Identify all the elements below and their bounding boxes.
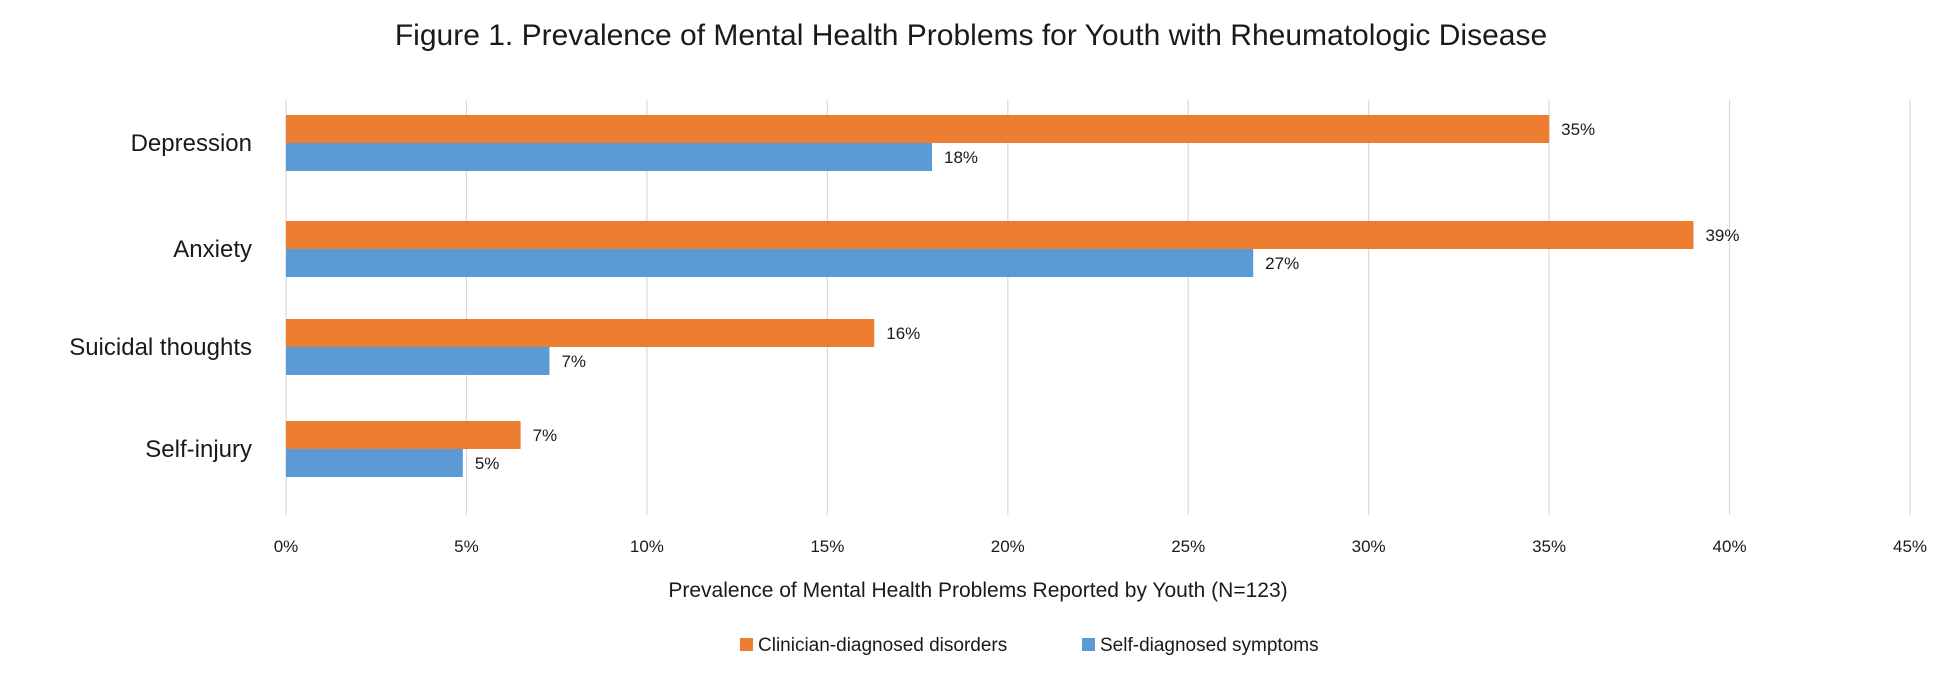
legend-swatch	[1082, 638, 1095, 651]
bar	[286, 347, 550, 375]
x-tick-label: 35%	[1532, 537, 1566, 556]
data-label: 27%	[1265, 254, 1299, 273]
bar	[286, 115, 1550, 143]
chart-title: Figure 1. Prevalence of Mental Health Pr…	[395, 19, 1547, 52]
category-label: Depression	[131, 130, 252, 157]
category-labels: Depression Anxiety Suicidal thoughts Self-i…	[69, 130, 252, 463]
x-tick-label: 10%	[630, 537, 664, 556]
x-tick-label: 40%	[1713, 537, 1747, 556]
x-tick-label: 0%	[274, 537, 299, 556]
bar	[286, 221, 1694, 249]
x-tick-label: 25%	[1171, 537, 1205, 556]
bar	[286, 319, 875, 347]
x-tick-label: 20%	[991, 537, 1025, 556]
category-label: Anxiety	[173, 236, 252, 263]
data-label: 7%	[533, 426, 558, 445]
x-tick-label: 30%	[1352, 537, 1386, 556]
data-label: 16%	[886, 324, 920, 343]
x-tick-label: 5%	[454, 537, 479, 556]
x-tick-label: 45%	[1893, 537, 1927, 556]
x-axis-title: Prevalence of Mental Health Problems Rep…	[668, 579, 1287, 602]
category-label: Self-injury	[145, 436, 252, 463]
data-label: 5%	[475, 454, 500, 473]
category-label: Suicidal thoughts	[69, 334, 252, 361]
legend-label: Clinician-diagnosed disorders	[758, 635, 1007, 656]
x-tick-label: 15%	[810, 537, 844, 556]
data-label: 35%	[1561, 120, 1595, 139]
bar	[286, 143, 932, 171]
legend-swatch	[740, 638, 753, 651]
bar	[286, 249, 1254, 277]
legend: Clinician-diagnosed disorders Self-diagno…	[740, 635, 1319, 656]
data-label: 39%	[1705, 226, 1739, 245]
x-tick-labels: 0% 5% 10% 15% 20% 25% 30% 35% 40% 45%	[274, 537, 1927, 556]
data-label: 18%	[944, 148, 978, 167]
bars: 35% 18% 39% 27% 16% 7% 7% 5%	[286, 115, 1739, 477]
bar	[286, 449, 463, 477]
legend-label: Self-diagnosed symptoms	[1100, 635, 1319, 656]
data-label: 7%	[561, 352, 586, 371]
bar	[286, 421, 521, 449]
